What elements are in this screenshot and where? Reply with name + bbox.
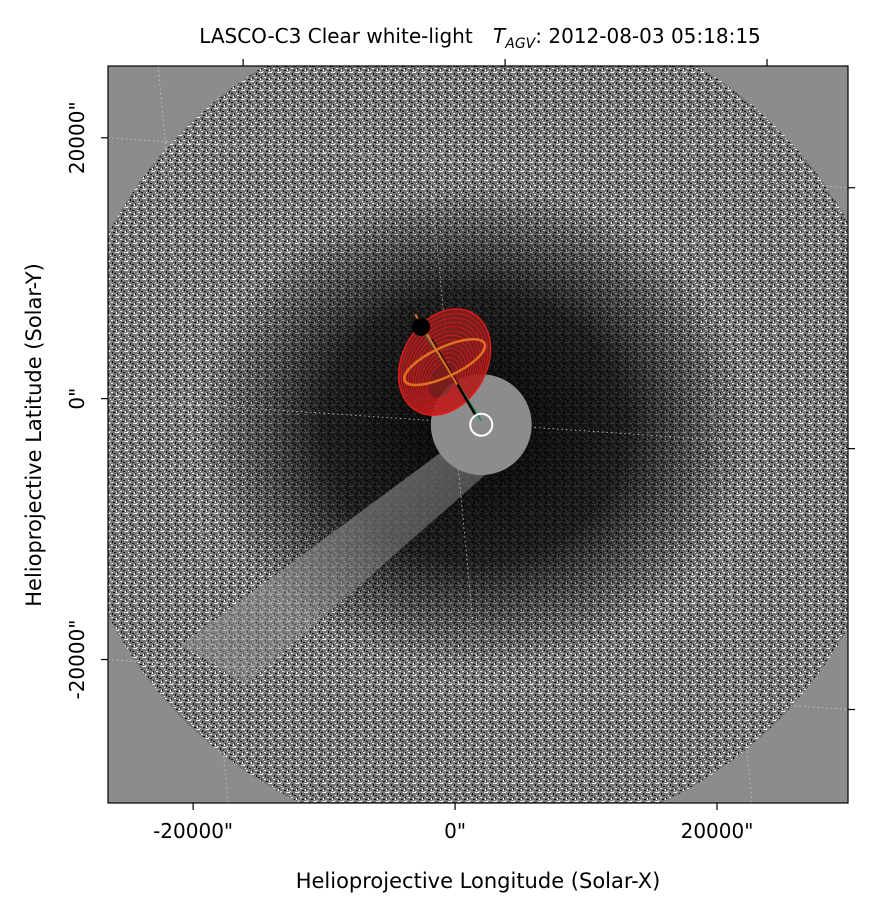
grid-line-x: [681, 66, 753, 803]
gcs-mesh-ring: [410, 330, 478, 409]
axis-ticks: [101, 59, 855, 810]
gcs-mesh-ring: [407, 326, 480, 411]
x-axis-label: Helioprojective Longitude (Solar-X): [296, 869, 661, 893]
sun-marker: [469, 412, 494, 437]
plot-area: [108, 66, 848, 803]
gcs-mesh-ring: [420, 348, 467, 404]
y-tick-label: 20000": [65, 101, 89, 174]
apex-marker: [412, 317, 431, 336]
title-instrument: LASCO-C3 Clear white-light: [199, 24, 473, 48]
grid-line-x: [157, 66, 229, 803]
streamer-band: [181, 444, 492, 685]
gcs-mesh-ring: [427, 361, 459, 400]
title-time-value: : 2012-08-03 05:18:15: [535, 24, 761, 48]
x-tick-label: -20000": [153, 819, 233, 843]
gcs-mesh-ring: [400, 313, 489, 415]
x-tick-labels: -20000" 0" 20000": [153, 819, 753, 843]
y-tick-label: -20000": [65, 619, 89, 699]
title-time-subscript: AGV: [504, 36, 536, 52]
gcs-mesh-ring: [415, 339, 472, 406]
gcs-mesh-ring: [417, 343, 470, 405]
gcs-mesh-ring: [412, 334, 475, 408]
title-time-symbol: T: [493, 24, 507, 48]
y-axis-label: Helioprojective Latitude (Solar-Y): [22, 263, 46, 607]
y-tick-label: 0": [65, 388, 89, 410]
x-tick-label: 0": [444, 819, 466, 843]
chart-title: LASCO-C3 Clear white-light TAGV: 2012-08…: [199, 24, 761, 52]
y-tick-labels: 20000" 0" -20000": [65, 101, 89, 699]
x-tick-label: 20000": [681, 819, 754, 843]
gcs-mesh-ring: [403, 317, 486, 413]
gcs-mesh-ring: [405, 321, 483, 412]
gcs-mesh-ring: [424, 356, 461, 401]
axes-frame: [107, 65, 849, 804]
